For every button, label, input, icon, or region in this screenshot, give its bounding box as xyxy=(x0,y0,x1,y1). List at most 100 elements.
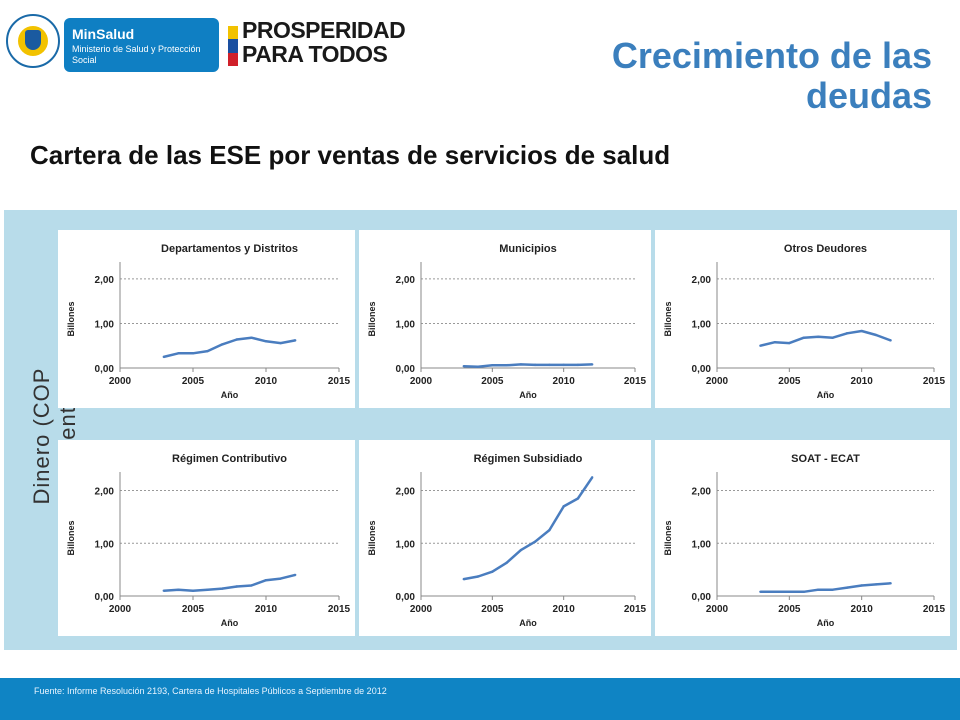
data-point xyxy=(250,336,253,339)
y-tick-label: 0,00 xyxy=(95,592,115,603)
x-axis-label: Año xyxy=(817,390,835,400)
x-tick-label: 2015 xyxy=(328,604,351,615)
y-tick-label: 2,00 xyxy=(95,487,115,498)
y-tick-label: 1,00 xyxy=(692,319,712,330)
footer-bar: Fuente: Informe Resolución 2193, Cartera… xyxy=(0,678,960,720)
y-tick-label: 1,00 xyxy=(692,539,712,550)
series-line xyxy=(463,476,594,581)
page-subtitle: Cartera de las ESE por ventas de servici… xyxy=(30,140,671,170)
data-point xyxy=(874,333,878,337)
data-point xyxy=(817,588,820,591)
chart-title: Otros Deudores xyxy=(784,243,867,255)
chart-svg: Régimen Contributivo 0,00 1,00 2,00 2000 2005… xyxy=(66,453,351,628)
y-tick-label: 0,00 xyxy=(396,592,416,603)
colombia-flag-icon xyxy=(228,26,238,66)
x-axis-label: Año xyxy=(817,618,835,628)
x-tick-label: 2005 xyxy=(182,376,205,387)
chart-title: Municipios xyxy=(499,243,556,255)
y-tick-label: 1,00 xyxy=(95,539,115,550)
data-point xyxy=(250,584,253,587)
data-point xyxy=(773,590,777,593)
x-tick-label: 2015 xyxy=(624,604,647,615)
data-point xyxy=(576,497,580,500)
data-point xyxy=(831,336,834,339)
series-line xyxy=(760,582,891,594)
data-point xyxy=(591,476,594,479)
data-point xyxy=(235,338,238,341)
data-point xyxy=(519,363,523,366)
data-point xyxy=(533,363,537,367)
data-point xyxy=(162,589,165,592)
y-axis-label: Billones xyxy=(663,301,673,336)
chart-svg: Departamentos y Distritos 0,00 1,00 2,00 200… xyxy=(66,243,351,400)
data-point xyxy=(505,561,508,564)
chart-title: Régimen Subsidiado xyxy=(474,453,583,465)
data-point xyxy=(846,332,849,335)
y-axis-label: Billones xyxy=(367,520,377,555)
data-point xyxy=(889,339,892,342)
chart-title: Régimen Contributivo xyxy=(172,453,287,465)
x-tick-label: 2005 xyxy=(182,604,205,615)
y-axis-label: Billones xyxy=(66,520,76,555)
series-line xyxy=(760,329,892,347)
prosperidad-logo: PROSPERIDAD PARA TODOS xyxy=(242,17,406,67)
y-tick-label: 2,00 xyxy=(95,275,115,286)
x-tick-label: 2000 xyxy=(410,376,433,387)
data-point xyxy=(462,577,465,581)
chart-municipios: Municipios 0,00 1,00 2,00 2000 2005 2010 2015 Añ… xyxy=(359,230,651,408)
data-point xyxy=(206,349,209,353)
data-point xyxy=(562,363,565,367)
page-title-line1: Crecimiento de las xyxy=(611,35,932,76)
data-point xyxy=(491,570,494,573)
x-tick-label: 2015 xyxy=(923,604,946,615)
page-title-line2: deudas xyxy=(805,75,932,116)
data-point xyxy=(221,343,224,346)
seal-emblem-icon xyxy=(25,30,41,50)
y-axis-label: Billones xyxy=(367,301,377,336)
minsalud-subtitle: Ministerio de Salud y Protección Social xyxy=(72,44,201,65)
chart-departamentos: Departamentos y Distritos 0,00 1,00 2,00 200… xyxy=(58,230,355,408)
data-point xyxy=(476,575,480,578)
data-point xyxy=(846,586,849,589)
data-point xyxy=(264,578,268,582)
y-tick-label: 1,00 xyxy=(396,539,416,550)
data-point xyxy=(476,365,480,368)
data-point xyxy=(279,577,282,580)
data-point xyxy=(759,344,762,347)
y-tick-label: 2,00 xyxy=(692,487,712,498)
chart-regimen-subsidiado: Régimen Subsidiado 0,00 1,00 2,00 2000 2005 20… xyxy=(359,440,651,636)
data-point xyxy=(591,363,594,366)
y-tick-label: 0,00 xyxy=(692,592,712,603)
x-tick-label: 2010 xyxy=(553,604,576,615)
chart-svg: Régimen Subsidiado 0,00 1,00 2,00 2000 2005 20… xyxy=(367,453,647,628)
y-tick-label: 0,00 xyxy=(95,364,115,375)
x-axis-label: Año xyxy=(519,390,537,400)
data-point xyxy=(817,335,820,339)
data-point xyxy=(562,505,565,508)
prosperidad-line2: PARA TODOS xyxy=(242,41,388,67)
chart-title: Departamentos y Distritos xyxy=(161,243,298,255)
data-point xyxy=(831,588,834,591)
chart-svg: Municipios 0,00 1,00 2,00 2000 2005 2010 2015 Añ… xyxy=(367,243,647,400)
data-point xyxy=(177,588,180,591)
chart-regimen-contributivo: Régimen Contributivo 0,00 1,00 2,00 2000 2005… xyxy=(58,440,355,636)
data-point xyxy=(533,540,537,543)
minsalud-logo: MinSalud Ministerio de Salud y Protecció… xyxy=(64,18,219,72)
x-tick-label: 2000 xyxy=(109,604,132,615)
data-point xyxy=(206,588,209,591)
data-point xyxy=(802,336,805,339)
data-point xyxy=(177,352,180,355)
data-point xyxy=(788,590,791,593)
x-tick-label: 2010 xyxy=(255,604,278,615)
x-tick-label: 2000 xyxy=(706,376,729,387)
x-tick-label: 2005 xyxy=(778,376,801,387)
y-tick-label: 1,00 xyxy=(396,319,416,330)
prosperidad-line1: PROSPERIDAD xyxy=(242,17,406,43)
x-tick-label: 2000 xyxy=(109,376,132,387)
data-point xyxy=(221,587,224,590)
data-point xyxy=(264,340,268,343)
data-point xyxy=(759,590,762,593)
x-tick-label: 2010 xyxy=(851,604,874,615)
data-point xyxy=(773,340,777,344)
x-tick-label: 2010 xyxy=(255,376,278,387)
